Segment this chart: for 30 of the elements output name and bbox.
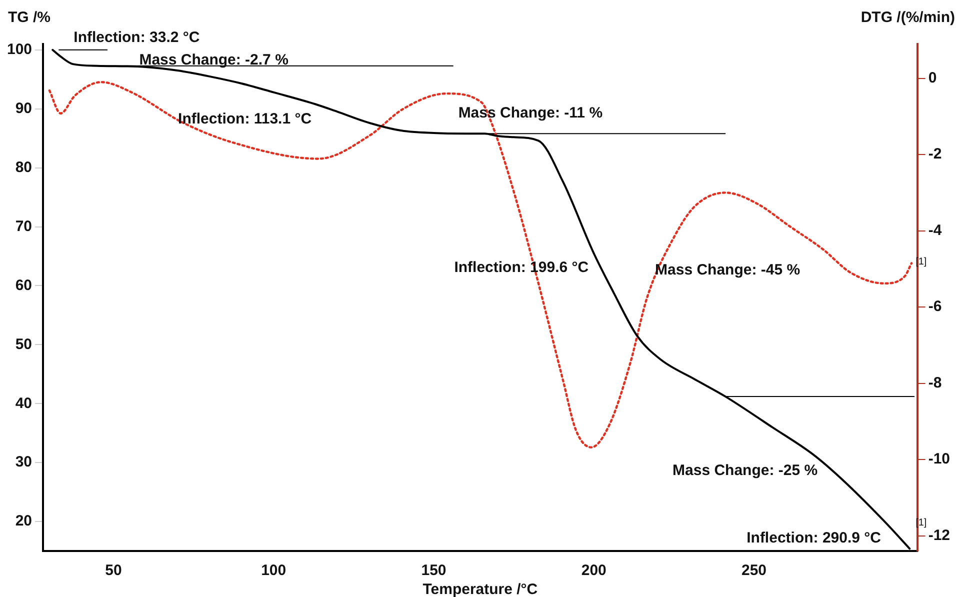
annotation: Mass Change: -2.7 % (139, 51, 288, 68)
y-axis-title: TG /% (8, 9, 51, 26)
y-tick-label: 50 (15, 336, 32, 353)
x-tick-label: 250 (741, 562, 767, 580)
annotation: Mass Change: -25 % (672, 462, 818, 479)
y-tick-label: 80 (15, 158, 32, 176)
y-tick-label: 60 (15, 276, 32, 294)
annotation: Inflection: 199.6 °C (454, 259, 589, 276)
y2-axis-title: DTG /(%/min) (860, 9, 955, 26)
y-tick-label: 70 (15, 218, 32, 235)
x-axis-title: Temperature /°C (422, 581, 538, 597)
y-tick-label: 40 (15, 394, 32, 412)
x-tick-label: 200 (581, 562, 606, 580)
y2-tick-label: -4 (928, 222, 942, 239)
y2-tick-label: -2 (928, 146, 942, 163)
y2-tick-label: -8 (928, 374, 942, 392)
y2-tick-label: 0 (928, 69, 937, 86)
annotation: Inflection: 33.2 °C (74, 28, 200, 46)
y2-tick-label: -10 (928, 450, 950, 468)
y2-tick-label: -12 (928, 526, 950, 544)
y-tick-label: 90 (15, 100, 32, 117)
x-tick-label: 150 (421, 562, 446, 580)
x-tick-label: 100 (261, 562, 286, 580)
annotation: Inflection: 113.1 °C (178, 110, 312, 128)
y-tick-label: 100 (6, 41, 32, 58)
x-tick-label: 50 (105, 562, 122, 580)
y2-tick-label: -6 (928, 298, 942, 316)
y-tick-label: 20 (15, 512, 32, 530)
y-tick-label: 30 (15, 454, 32, 471)
annotation: Inflection: 290.9 °C (746, 530, 882, 547)
